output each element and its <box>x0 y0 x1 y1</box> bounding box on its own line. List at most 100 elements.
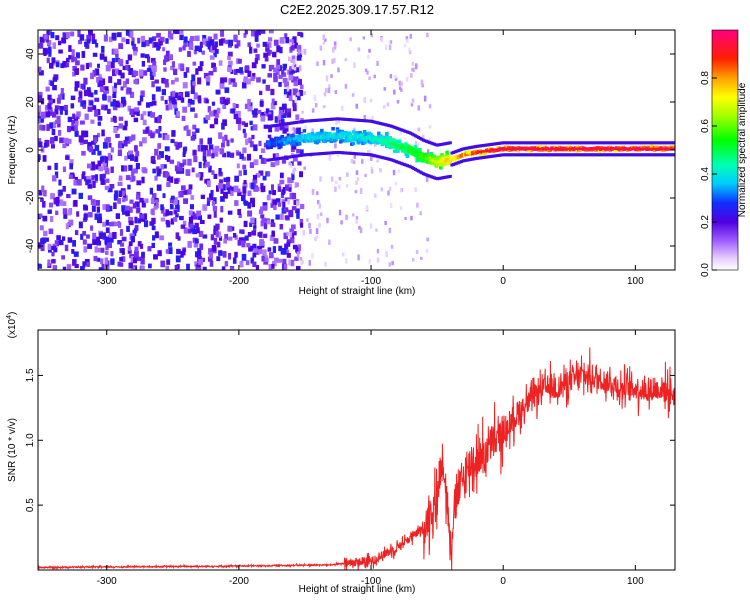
spectrogram-cell <box>77 30 81 38</box>
spectrogram-cell <box>61 37 67 44</box>
spectrogram-cell <box>210 190 214 196</box>
spectrogram-cell <box>107 153 111 160</box>
spectrogram-cell <box>91 140 96 145</box>
spectrogram-cell <box>219 217 223 223</box>
spectrogram-cell <box>377 138 381 142</box>
spectrogram-cell <box>284 33 288 39</box>
spectrogram-cell <box>178 92 183 99</box>
spectrogram-cell <box>102 161 107 166</box>
spectrogram-cell <box>132 229 137 236</box>
spectrogram-cell <box>115 51 119 58</box>
spectrogram-cell <box>578 148 582 153</box>
spectrogram-cell <box>386 137 391 142</box>
spectrogram-cell <box>343 133 348 137</box>
spectrogram-cell <box>515 141 519 145</box>
spectrogram-cell <box>591 141 595 145</box>
spectrogram-cell <box>272 260 277 267</box>
spectrogram-cell <box>536 147 540 150</box>
spectrogram-cell <box>507 153 511 157</box>
spectrogram-cell <box>86 234 90 239</box>
spectrogram-cell <box>190 89 195 94</box>
spectrogram-cell <box>270 222 276 228</box>
spectrogram-cell <box>187 50 191 57</box>
spectrogram-cell <box>553 141 557 145</box>
spectrogram-cell <box>173 217 178 222</box>
spectrogram-cell <box>358 225 361 230</box>
spectrogram-cell <box>58 40 62 46</box>
spectrogram-cell <box>383 104 386 109</box>
spectrogram-cell <box>209 260 214 267</box>
spectrogram-cell <box>154 175 158 181</box>
spectrogram-cell <box>456 149 460 153</box>
spectrogram-cell <box>390 244 394 249</box>
spectrogram-cell <box>54 171 59 179</box>
spectrogram-cell <box>466 158 470 162</box>
spectrogram-cell <box>420 137 424 141</box>
spectrogram-cell <box>174 178 179 184</box>
spectrogram-cell <box>281 103 287 110</box>
spectrogram-cell <box>369 155 373 161</box>
spectrogram-cell <box>104 168 110 175</box>
spectrogram-cell <box>214 145 220 152</box>
spectrogram-cell <box>279 179 285 185</box>
spectrogram-cell <box>333 151 337 155</box>
spectrogram-cell <box>117 149 122 157</box>
spectrogram-cell <box>199 174 203 181</box>
spectrogram-cell <box>284 197 290 202</box>
spectrogram-cell <box>104 185 109 190</box>
spectrogram-cell <box>363 140 367 145</box>
spectrogram-cell <box>244 235 249 241</box>
spectrogram-cell <box>246 242 251 248</box>
spectrogram-cell <box>629 153 633 157</box>
spectrogram-cell <box>445 141 449 145</box>
spectrogram-cell <box>269 124 273 128</box>
spectrogram-cell <box>110 251 114 257</box>
spectrogram-cell <box>331 126 335 131</box>
spectrogram-cell <box>180 30 184 34</box>
spectrogram-cell <box>328 155 332 161</box>
spectrogram-cell <box>437 155 441 160</box>
spectrogram-cell <box>517 153 521 157</box>
spectrogram-cell <box>493 154 497 158</box>
spectrogram-cell <box>340 117 344 121</box>
spectrogram-cell <box>232 232 237 238</box>
spectrogram-cell <box>165 249 169 254</box>
spectrogram-cell <box>261 255 265 262</box>
spectrogram-cell <box>175 144 180 150</box>
spectrogram-cell <box>478 150 483 153</box>
spectrogram-cell <box>58 239 64 246</box>
spectrogram-cell <box>377 131 381 136</box>
spectrogram-cell <box>287 89 292 97</box>
spectrogram-cell <box>239 67 243 74</box>
spectrogram-cell <box>96 240 102 246</box>
spectrogram-cell <box>548 147 552 150</box>
spectrogram-cell <box>152 61 157 66</box>
spectrogram-cell <box>353 127 356 133</box>
spectrogram-cell <box>488 149 493 152</box>
spectrogram-cell <box>215 89 221 95</box>
spectrogram-cell <box>249 222 253 227</box>
spectrogram-cell <box>282 65 287 71</box>
spectrogram-cell <box>97 121 101 126</box>
spectrogram-cell <box>38 189 43 196</box>
spectrogram-cell <box>421 159 425 163</box>
spectrogram-cell <box>243 180 247 185</box>
spectrogram-cell <box>92 105 97 111</box>
spectrogram-cell <box>271 231 276 237</box>
spectrogram-cell <box>194 113 198 119</box>
spectrogram-cell <box>397 169 401 174</box>
spectrogram-cell <box>243 132 247 138</box>
spectrogram-cell <box>44 104 50 111</box>
spectrogram-cell <box>373 74 377 79</box>
spectrogram-cell <box>601 153 605 157</box>
spectrogram-cell <box>299 257 303 261</box>
spectrogram-cell <box>350 151 354 155</box>
spectrogram-cell <box>290 224 296 230</box>
spectrogram-cell <box>58 179 62 186</box>
spectrogram-cell <box>383 87 387 91</box>
spectrogram-cell <box>453 162 457 166</box>
spectrogram-cell <box>253 144 258 152</box>
spectrogram-cell <box>586 147 590 150</box>
spectrogram-cell <box>250 182 255 190</box>
spectrogram-cell <box>599 153 603 157</box>
